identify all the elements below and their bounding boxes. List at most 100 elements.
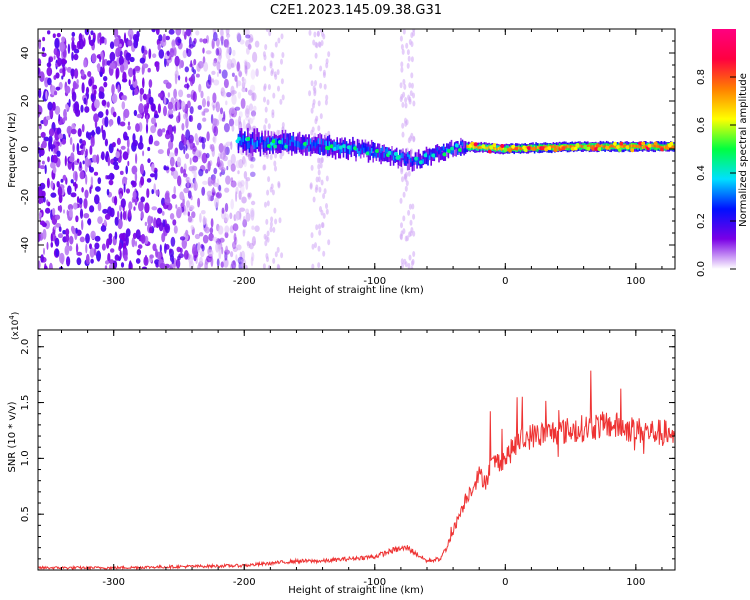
heatmap-cell	[222, 145, 227, 157]
heatmap-cell	[401, 101, 405, 108]
heatmap-cell	[144, 202, 150, 214]
heatmap-cell	[553, 148, 558, 153]
heatmap-cell	[157, 149, 164, 155]
heatmap-cell	[317, 169, 321, 176]
heatmap-cell	[164, 223, 171, 234]
heatmap-cell	[183, 168, 186, 176]
heatmap-cell	[126, 188, 130, 194]
heatmap-cell	[95, 186, 101, 192]
heatmap-cell	[139, 93, 143, 102]
heatmap-cell	[653, 141, 659, 146]
heatmap-cell	[103, 76, 108, 82]
heatmap-cell	[350, 146, 353, 157]
heatmap-cell	[609, 145, 611, 149]
heatmap-cell	[56, 51, 60, 59]
heatmap-cell	[263, 164, 267, 171]
heatmap-cell	[54, 237, 60, 247]
heatmap-cell	[247, 119, 250, 130]
heatmap-cell	[405, 171, 408, 178]
heatmap-cell	[438, 146, 440, 154]
heatmap-cell	[185, 117, 189, 129]
heatmap-cell	[76, 251, 83, 256]
x-tick-label: -100	[363, 276, 386, 287]
heatmap-cell	[279, 98, 283, 105]
heatmap-cell	[402, 153, 404, 159]
heatmap-cell	[270, 144, 273, 151]
heatmap-cell	[521, 147, 523, 151]
heatmap-cell	[71, 40, 75, 52]
heatmap-cell	[380, 147, 382, 153]
heatmap-cell	[246, 47, 250, 55]
heatmap-cell	[355, 147, 357, 158]
heatmap-cell	[391, 151, 393, 161]
heatmap-cell	[372, 153, 374, 159]
heatmap-cell	[552, 145, 555, 149]
heatmap-cell	[242, 119, 246, 130]
heatmap-cell	[514, 146, 519, 151]
heatmap-cell	[217, 244, 222, 252]
heatmap-cell	[405, 161, 407, 166]
heatmap-cell	[346, 145, 352, 150]
heatmap-cell	[169, 248, 172, 254]
heatmap-cell	[212, 236, 218, 242]
heatmap-cell	[245, 105, 250, 115]
heatmap-cell	[173, 125, 177, 134]
colorbar-tick-label: 0.6	[696, 117, 707, 133]
heatmap-cell	[397, 156, 400, 166]
heatmap-cell	[85, 148, 88, 157]
heatmap-cell	[116, 137, 121, 145]
heatmap-cell	[253, 128, 255, 148]
heatmap-cell	[280, 252, 284, 259]
heatmap-cell	[271, 109, 275, 116]
heatmap-cell	[315, 176, 319, 183]
heatmap-cell	[250, 171, 256, 177]
heatmap-cell	[77, 128, 82, 137]
heatmap-cell	[80, 104, 84, 113]
heatmap-cell	[128, 67, 134, 78]
heatmap-cell	[316, 140, 318, 147]
heatmap-cell	[89, 247, 95, 258]
heatmap-cell	[74, 68, 79, 79]
heatmap-cell	[147, 67, 151, 73]
heatmap-cell	[93, 171, 99, 176]
heatmap-cell	[235, 160, 242, 169]
heatmap-cell	[593, 145, 595, 149]
heatmap-cell	[78, 197, 83, 205]
heatmap-cell	[236, 61, 240, 72]
heatmap-cell	[274, 73, 278, 80]
heatmap-cell	[104, 37, 107, 46]
heatmap-cell	[103, 219, 107, 226]
heatmap-cell	[170, 167, 176, 172]
heatmap-cell	[615, 142, 617, 149]
heatmap-cell	[364, 146, 367, 152]
spectrogram-y-label: Frequency (Hz)	[7, 112, 18, 188]
heatmap-cell	[182, 134, 186, 141]
snr-line	[38, 370, 675, 570]
heatmap-cell	[315, 42, 319, 49]
heatmap-cell	[301, 134, 304, 146]
heatmap-cell	[400, 61, 404, 68]
heatmap-cell	[65, 228, 70, 237]
heatmap-cell	[272, 141, 274, 154]
heatmap-cell	[417, 149, 420, 163]
heatmap-cell	[412, 92, 415, 99]
heatmap-cell	[248, 33, 254, 44]
heatmap-cell	[72, 182, 76, 187]
heatmap-cell	[123, 183, 126, 193]
heatmap-cell	[57, 57, 62, 67]
heatmap-cell	[269, 136, 271, 149]
heatmap-cell	[51, 101, 56, 111]
heatmap-cell	[243, 159, 247, 168]
heatmap-cell	[220, 35, 225, 42]
heatmap-cell	[408, 203, 412, 210]
heatmap-cell	[148, 48, 152, 60]
heatmap-cell	[151, 103, 156, 112]
heatmap-cell	[217, 225, 224, 235]
heatmap-cell	[266, 144, 272, 148]
heatmap-cell	[165, 35, 170, 41]
heatmap-cell	[269, 221, 273, 228]
heatmap-cell	[121, 101, 126, 110]
heatmap-cell	[602, 145, 605, 149]
heatmap-cell	[601, 144, 603, 151]
heatmap-cell	[251, 92, 257, 102]
